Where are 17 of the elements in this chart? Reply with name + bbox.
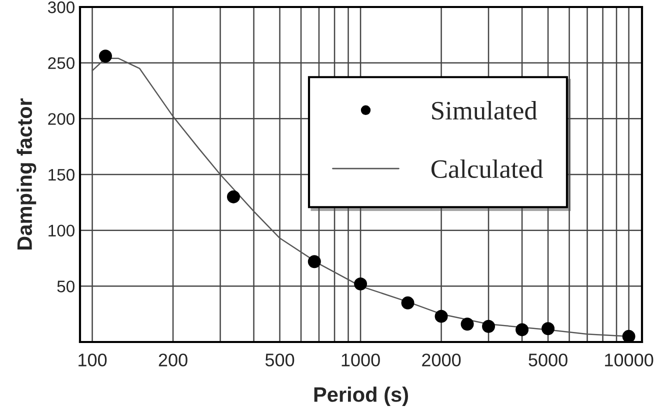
y-tick-label: 250 (48, 57, 74, 70)
x-tick-label: 100 (78, 354, 107, 366)
x-tick-label: 5000 (528, 354, 568, 366)
y-tick-label: 100 (48, 224, 74, 237)
x-tick-label: 500 (265, 354, 294, 366)
x-tick-label: 10000 (605, 354, 654, 366)
x-axis-title: Period (s) (314, 386, 408, 406)
y-axis-title: Damping factor (16, 98, 36, 250)
legend-label: Calculated (431, 159, 543, 178)
legend-label: Simulated (432, 101, 538, 120)
y-tick-label: 50 (57, 280, 74, 292)
y-tick-label: 300 (48, 1, 74, 14)
x-tick-label: 2000 (422, 354, 461, 366)
x-tick-label: 1000 (342, 354, 380, 366)
y-tick-label: 200 (48, 113, 74, 125)
x-tick-label: 200 (158, 354, 188, 366)
y-tick-label: 150 (48, 168, 74, 181)
